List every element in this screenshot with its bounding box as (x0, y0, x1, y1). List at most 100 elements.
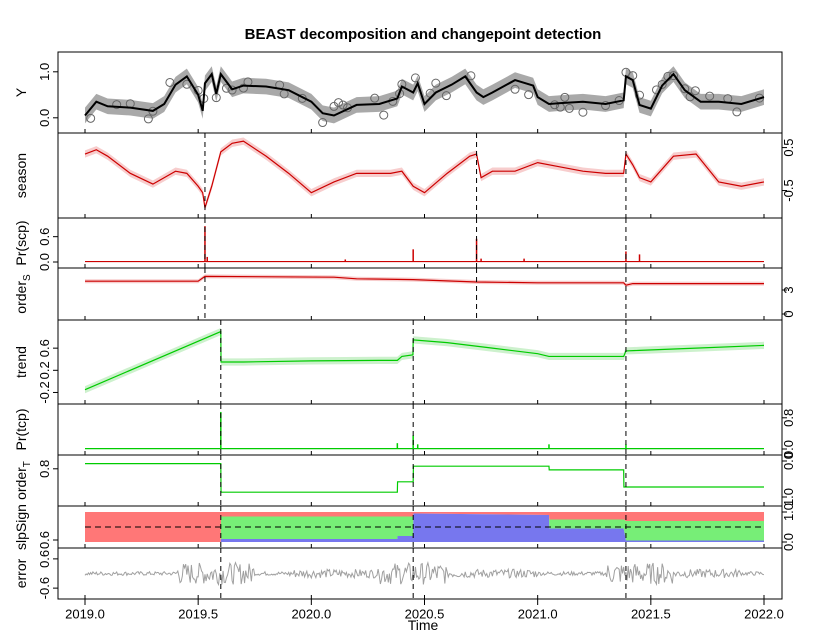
y-axis-label-trend: trend (13, 346, 29, 378)
y-data-point (410, 73, 420, 83)
y-data-point (379, 110, 389, 120)
ordert-line (85, 463, 764, 493)
panel-Y: 0.0 1.0 Y (13, 51, 783, 134)
panel-frame (57, 267, 783, 321)
trend-ci-band (85, 327, 764, 394)
slpsign-pos-band (85, 513, 764, 542)
y-data-point (560, 92, 570, 102)
y-data-point (510, 84, 520, 94)
y-axis-label-orders: orderS (13, 274, 33, 314)
panel-tcp: 0.8 0.0 Pr(tcp) (13, 403, 796, 458)
plot-area-orders (85, 274, 764, 288)
y-tick-label: 3 (781, 286, 796, 293)
y-data-point (732, 107, 742, 117)
y-data-point (238, 83, 248, 93)
y-axis-label-scp: Pr(scp) (13, 220, 29, 265)
y-tick-label: 0.0 (781, 533, 796, 551)
y-tick-label: 0.6 (37, 550, 52, 568)
panel-ordert: 0.8 orderT (13, 454, 783, 507)
y-tick-label: 0.0 (781, 440, 796, 458)
y-data-point (165, 77, 175, 87)
y-axis-label-slpsgn: slpSign (13, 504, 29, 550)
x-tick-label: 2022.0 (744, 607, 784, 622)
y-tick-label: 0.8 (37, 460, 52, 478)
x-tick-label: 2021.0 (518, 607, 558, 622)
y-axis-label-sub: T (22, 461, 33, 467)
y-data-point (680, 84, 690, 94)
y-tick-label: -0.5 (781, 179, 796, 201)
plot-area-trend (84, 327, 765, 394)
y-data-point (657, 79, 667, 89)
y-tick-label: 0.0 (781, 452, 796, 470)
y-tick-label: 0.0 (37, 253, 52, 271)
y-axis-label-error: error (13, 558, 29, 588)
y-tick-label: 1.0 (37, 63, 52, 81)
panel-frame (57, 319, 783, 405)
x-axis: 2019.0 2019.5 2020.0 2020.5 2021.0 2021.5 2022… (65, 599, 784, 622)
plot-area-slpsgn (85, 512, 764, 542)
y-tick-label: 1.0 (781, 488, 796, 506)
y-tick-label: -0.6 (37, 577, 52, 599)
y-data-point (395, 89, 405, 99)
y-data-point (601, 101, 611, 111)
panel-frame (57, 217, 783, 269)
y-tick-label: 0 (781, 310, 796, 317)
y-tick-label: 0.8 (781, 409, 796, 427)
plot-area-scp (85, 226, 764, 263)
season-line (84, 140, 765, 208)
x-tick-label: 2020.5 (405, 607, 445, 622)
chart-title: BEAST decomposition and changepoint dete… (245, 26, 602, 43)
x-tick-label: 2021.5 (631, 607, 671, 622)
panel-frame (57, 454, 783, 507)
plot-area-Y (84, 66, 765, 128)
slpsign-zero-band (85, 513, 764, 542)
y-data-point (112, 100, 122, 110)
y-data-point (524, 90, 534, 100)
y-tick-label: 0.6 (37, 339, 52, 357)
x-tick-label: 2019.0 (65, 607, 105, 622)
y-data-point (635, 90, 645, 100)
y-axis-label-season: season (13, 153, 29, 198)
trend-line (84, 330, 765, 391)
y-data-point (86, 113, 96, 123)
Y-line (84, 71, 765, 117)
y-data-point (705, 91, 715, 101)
y-data-point (227, 85, 237, 95)
y-axis-label-tcp: Pr(tcp) (13, 409, 29, 451)
y-data-point (564, 103, 574, 113)
y-axis-label-sub: S (22, 274, 33, 281)
x-tick-label: 2020.0 (291, 607, 331, 622)
x-axis-label: Time (408, 617, 439, 633)
panel-trend: -0.2 0.2 0.6 trend (13, 319, 783, 405)
plot-area-season (84, 137, 765, 212)
y-tick-label: 1.0 (781, 503, 796, 521)
panels: 0.0 1.0 Y 0.5 -0.5 season 0.0 0.6 Pr(scp) 3 0 order… (13, 51, 796, 600)
y-axis-label-Y: Y (13, 87, 29, 97)
y-tick-label: 0.5 (781, 139, 796, 157)
y-data-point (690, 86, 700, 96)
y-tick-label: 0.6 (37, 531, 52, 549)
y-data-point (578, 107, 588, 117)
y-tick-label: 0.0 (37, 109, 52, 127)
y-tick-label: 0.2 (37, 361, 52, 379)
y-data-point (668, 71, 678, 81)
plot-area-error (84, 561, 765, 587)
y-data-point (318, 118, 328, 128)
y-data-point (370, 93, 380, 103)
panel-frame (57, 403, 783, 456)
y-tick-label: 0.6 (37, 228, 52, 246)
orders-ci-band (85, 274, 764, 288)
y-data-point (338, 100, 348, 110)
y-data-point (333, 98, 343, 108)
error-line (84, 561, 765, 587)
plot-area-tcp (85, 411, 764, 450)
panel-slpsgn: 1.0 0.0 slpSign (13, 503, 796, 551)
x-tick-label: 2019.5 (178, 607, 218, 622)
plot-area-ordert (85, 463, 764, 493)
season-ci-band (85, 137, 764, 212)
y-axis-label-ordert: orderT (13, 461, 33, 500)
y-data-point (431, 78, 441, 88)
panel-scp: 0.0 0.6 Pr(scp) (13, 217, 783, 271)
panel-error: -0.6 0.6 error (13, 547, 783, 600)
